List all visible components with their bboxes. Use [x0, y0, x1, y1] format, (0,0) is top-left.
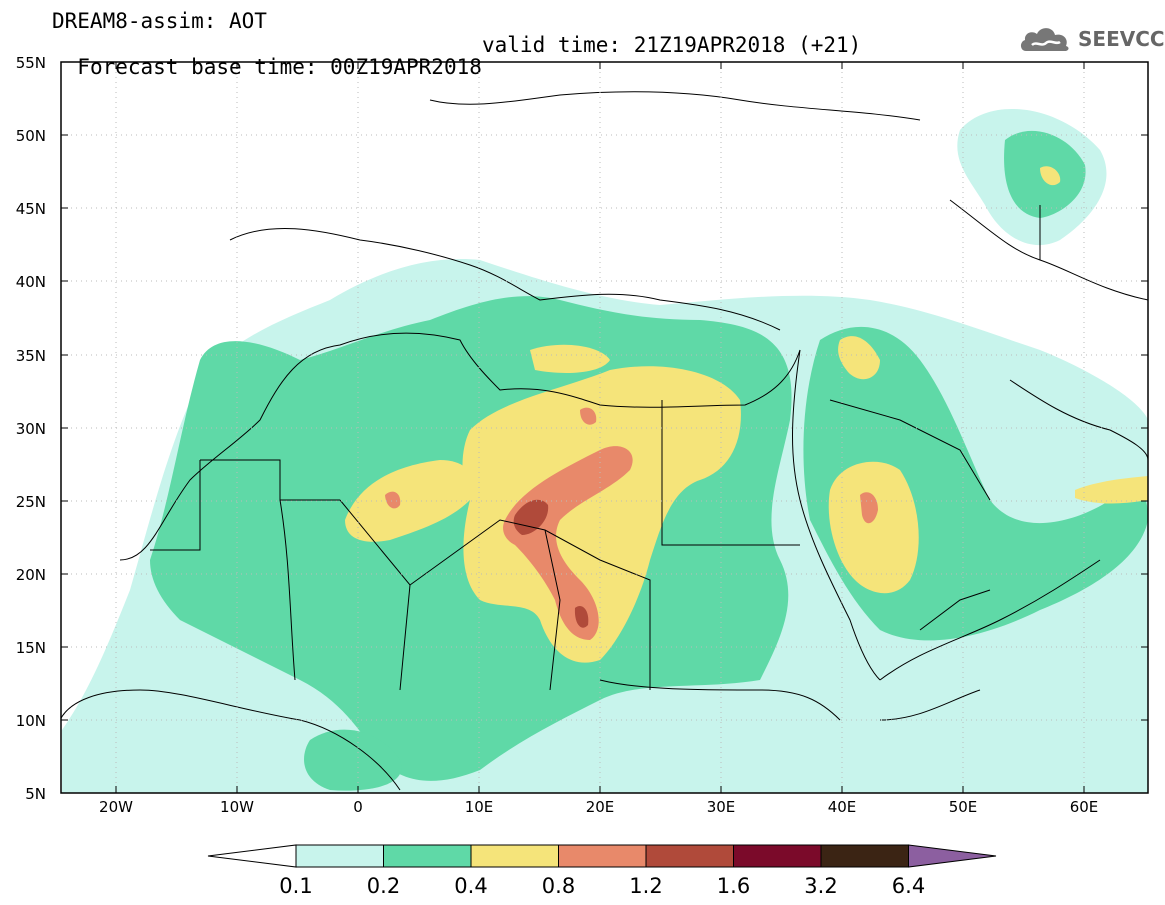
colorbar-label: 0.4: [454, 874, 487, 898]
lat-label: 50N: [16, 127, 46, 145]
valid-time: valid time: 21Z19APR2018 (+21): [482, 33, 862, 57]
logo-text: SEEVCCC: [1078, 27, 1165, 51]
colorbar-label: 1.6: [717, 874, 750, 898]
lat-label: 55N: [16, 54, 46, 72]
aot-level-1.2: [513, 499, 589, 628]
colorbar-label: 3.2: [804, 874, 837, 898]
lon-label: 40E: [828, 798, 857, 816]
coastlines: [61, 91, 1148, 791]
lon-label: 10W: [220, 798, 254, 816]
lat-labels: 55N 50N 45N 40N 35N 30N 25N 20N 15N 10N …: [16, 54, 46, 803]
colorbar-swatch: [820, 844, 909, 868]
grid-lines: [61, 62, 1148, 793]
logo: SEEVCCC: [1018, 22, 1165, 56]
lon-label: 20W: [99, 798, 133, 816]
aot-field: [62, 108, 1148, 793]
colorbar-label: 6.4: [892, 874, 925, 898]
lon-label: 0: [353, 798, 363, 816]
lat-label: 5N: [25, 785, 46, 803]
aot-level-0.8: [385, 407, 878, 640]
colorbar-swatch: [558, 844, 647, 868]
colorbar-label: 0.1: [279, 874, 312, 898]
aot-level-0.4: [345, 166, 1148, 663]
lat-label: 45N: [16, 200, 46, 218]
colorbar-arrow-low: [207, 844, 297, 868]
forecast-time-line: Forecast base time: 00Z19APR2018 valid ti…: [52, 34, 861, 78]
lon-labels: 20W 10W 0 10E 20E 30E 40E 50E 60E: [99, 798, 1098, 816]
colorbar-label: 0.8: [542, 874, 575, 898]
colorbar-label: 0.2: [367, 874, 400, 898]
lat-label: 35N: [16, 347, 46, 365]
lon-label: 10E: [465, 798, 494, 816]
cloud-icon: [1020, 28, 1069, 51]
lat-label: 25N: [16, 493, 46, 511]
lat-label: 10N: [16, 712, 46, 730]
lat-label: 15N: [16, 639, 46, 657]
lon-label: 20E: [586, 798, 615, 816]
lon-label: 60E: [1070, 798, 1099, 816]
lon-label: 50E: [949, 798, 978, 816]
colorbar-swatch: [645, 844, 734, 868]
colorbar: 0.1 0.2 0.4 0.8 1.2 1.6 3.2 6.4: [207, 844, 997, 898]
lat-label: 20N: [16, 566, 46, 584]
colorbar-arrow-high: [908, 844, 997, 868]
colorbar-swatch: [733, 844, 822, 868]
lat-label: 30N: [16, 420, 46, 438]
colorbar-label: 1.2: [629, 874, 662, 898]
colorbar-swatch: [470, 844, 559, 868]
axis-ticks: [61, 62, 1148, 793]
lat-label: 40N: [16, 273, 46, 291]
lon-label: 30E: [707, 798, 736, 816]
colorbar-swatch: [295, 844, 384, 868]
colorbar-swatch: [383, 844, 472, 868]
map-title: DREAM8-assim: AOT: [52, 9, 267, 33]
